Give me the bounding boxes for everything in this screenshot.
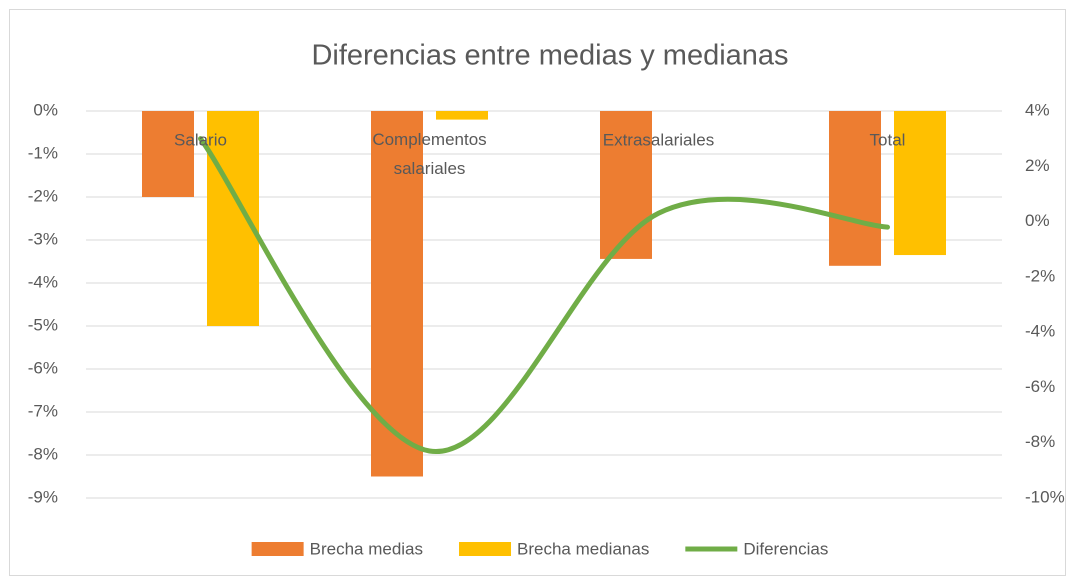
bar: [142, 111, 194, 197]
y-tick-label: -1%: [28, 143, 58, 162]
y-tick-label: -2%: [28, 186, 58, 205]
y2-tick-label: -4%: [1025, 322, 1055, 341]
legend: Brecha medias Brecha medianas Diferencias: [251, 539, 828, 558]
legend-item: Brecha medianas: [459, 539, 649, 558]
y-tick-label: -6%: [28, 358, 58, 377]
bar: [829, 111, 881, 266]
chart-title: Diferencias entre medias y medianas: [311, 40, 788, 72]
y-tick-label: -3%: [28, 229, 58, 248]
bar: [436, 111, 488, 120]
x-tick-label: Salario: [174, 130, 227, 149]
legend-label: Diferencias: [743, 539, 828, 558]
legend-item: Brecha medias: [251, 539, 423, 558]
y2-tick-label: -8%: [1025, 432, 1055, 451]
x-tick-label: Total: [870, 130, 906, 149]
y-tick-label: 0%: [33, 100, 58, 119]
x-tick-label: Extrasalariales: [603, 130, 715, 149]
x-tick-label: Complementos salariales: [372, 130, 486, 178]
legend-label: Brecha medias: [310, 539, 423, 558]
y2-tick-label: 2%: [1025, 156, 1050, 175]
legend-swatch: [459, 542, 512, 556]
y-tick-label: -5%: [28, 315, 58, 334]
y2-tick-label: 4%: [1025, 100, 1050, 119]
y2-tick-label: -10%: [1025, 487, 1065, 506]
legend-swatch: [251, 542, 304, 556]
line: [198, 136, 890, 454]
legend-item: Diferencias: [685, 539, 828, 558]
chart-border: [9, 9, 1066, 576]
y-tick-label: -8%: [28, 444, 58, 463]
y-tick-label: -4%: [28, 272, 58, 291]
legend-label: Brecha medianas: [517, 539, 649, 558]
y-tick-label: -7%: [28, 401, 58, 420]
y2-tick-label: -6%: [1025, 377, 1055, 396]
bar: [894, 111, 946, 256]
y-tick-label: -9%: [28, 487, 58, 506]
y2-tick-label: 0%: [1025, 211, 1050, 230]
bar: [600, 111, 652, 259]
y2-tick-label: -2%: [1025, 266, 1055, 285]
